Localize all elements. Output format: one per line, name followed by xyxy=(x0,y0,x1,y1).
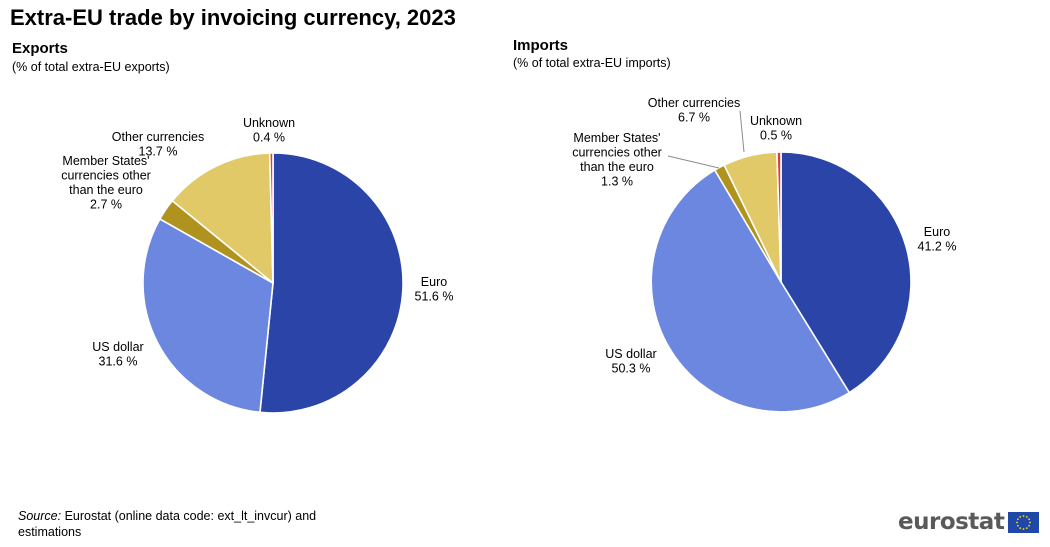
eurostat-logo: eurostat xyxy=(898,508,1040,536)
exports-pie: Euro 51.6 % US dollar 31.6 % Member States' c… xyxy=(61,116,454,414)
exports-slice-euro xyxy=(259,152,404,414)
imports-label-euro: Euro 41.2 % xyxy=(918,225,957,254)
exports-panel-title: Exports xyxy=(12,40,68,57)
imports-label-us-dollar: US dollar 50.3 % xyxy=(605,347,656,376)
eu-flag-icon xyxy=(1008,511,1040,533)
imports-panel-subtitle: (% of total extra-EU imports) xyxy=(513,56,671,70)
imports-pie: Euro 41.2 % US dollar 50.3 % Member States' c… xyxy=(572,96,957,413)
imports-slice-unknown xyxy=(776,151,782,283)
imports-slice-us-dollar xyxy=(650,169,851,413)
imports-label-other-currencies: Other currencies 6.7 % xyxy=(648,96,740,125)
exports-panel-subtitle: (% of total extra-EU exports) xyxy=(12,60,170,74)
imports-leader-line-member xyxy=(667,155,720,169)
imports-label-unknown: Unknown 0.5 % xyxy=(750,114,802,143)
imports-panel-title: Imports xyxy=(513,37,569,54)
exports-label-us-dollar: US dollar 31.6 % xyxy=(92,340,143,369)
imports-leader-line-other xyxy=(739,110,745,153)
exports-label-euro: Euro 51.6 % xyxy=(415,275,454,304)
exports-slice-unknown xyxy=(268,152,274,284)
exports-slice-us-dollar xyxy=(142,218,274,414)
imports-label-member-states-currencies-other-than-the-euro: Member States' currencies other than the e… xyxy=(572,131,662,189)
exports-label-unknown: Unknown 0.4 % xyxy=(243,116,295,145)
logo-text: eurostat xyxy=(898,509,1005,535)
source-label: Source: xyxy=(18,509,62,523)
source-note: Source: Eurostat (online data code: ext_… xyxy=(18,508,348,540)
page-title: Extra-EU trade by invoicing currency, 20… xyxy=(10,5,456,30)
imports-slice-euro xyxy=(780,151,912,394)
exports-label-other-currencies: Other currencies 13.7 % xyxy=(112,130,204,159)
source-text: Eurostat (online data code: ext_lt_invcu… xyxy=(18,509,317,539)
exports-label-member-states-currencies-other-than-the-euro: Member States' currencies other than the e… xyxy=(61,154,151,212)
exports-slice-other-currencies xyxy=(171,152,274,284)
